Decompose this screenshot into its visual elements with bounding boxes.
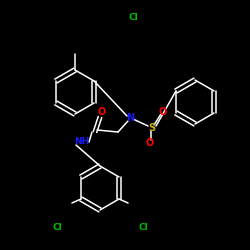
Text: N: N <box>126 113 134 123</box>
Text: O: O <box>98 107 106 117</box>
Text: O: O <box>159 107 167 117</box>
Text: O: O <box>146 138 154 148</box>
Text: Cl: Cl <box>128 13 138 22</box>
Text: Cl: Cl <box>138 223 148 232</box>
Text: S: S <box>148 123 156 133</box>
Text: NH: NH <box>74 138 90 146</box>
Text: Cl: Cl <box>52 223 62 232</box>
